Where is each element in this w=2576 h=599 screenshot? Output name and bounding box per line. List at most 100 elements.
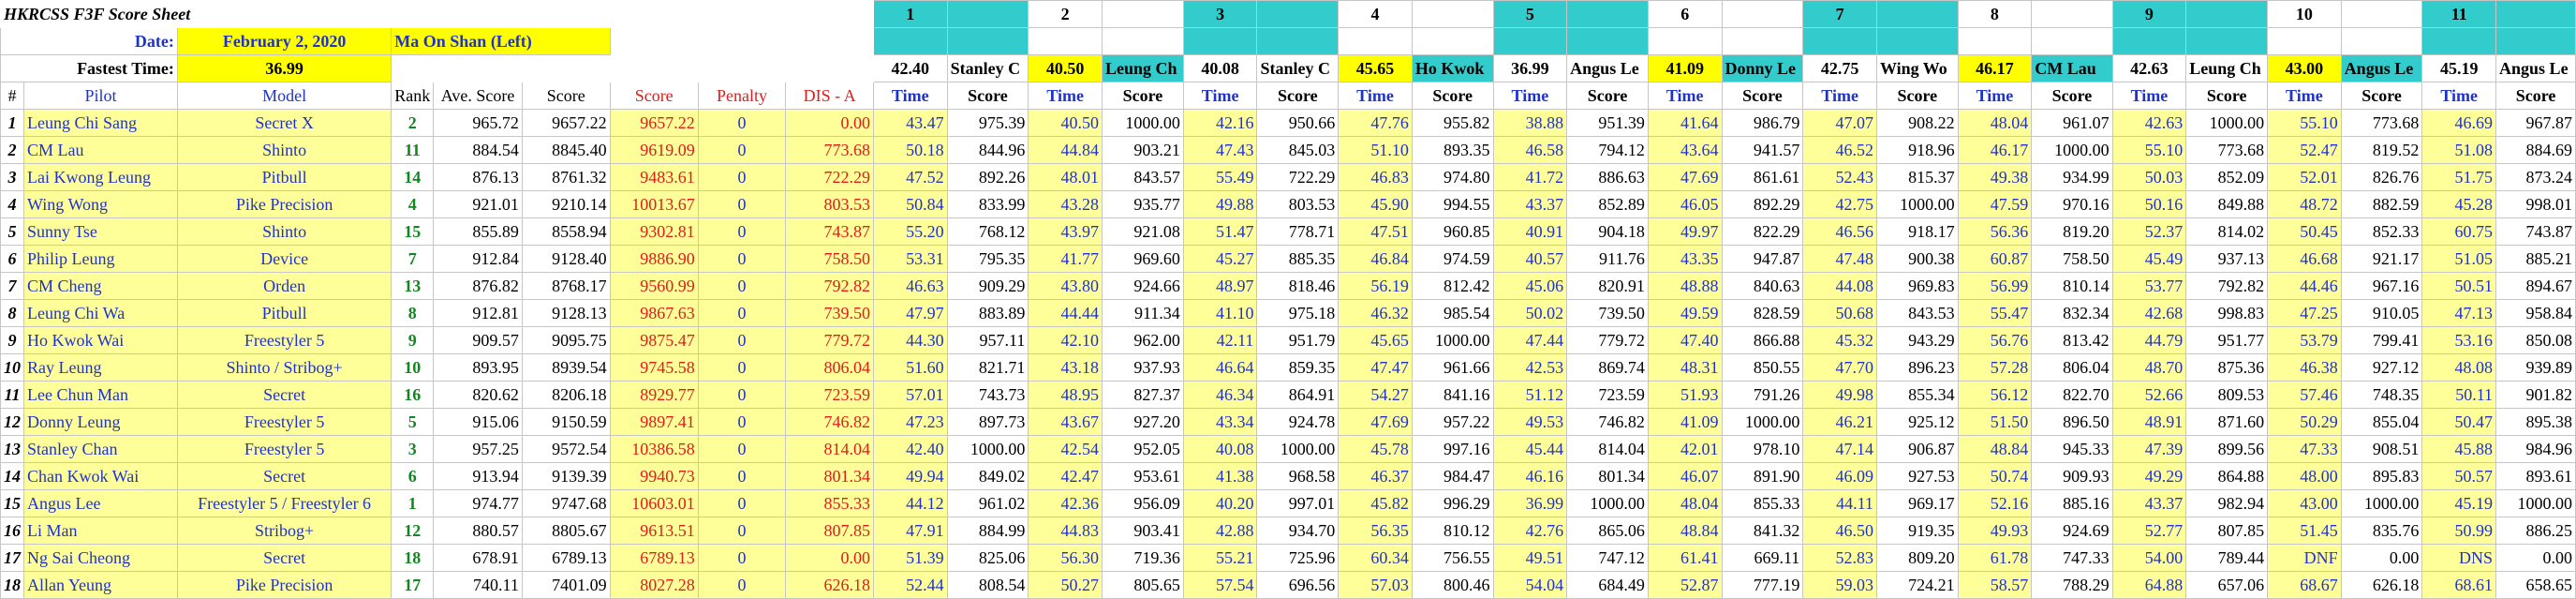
pilot-score: 9210.14: [521, 190, 611, 218]
round-score: 941.57: [1721, 136, 1804, 164]
round-score: 875.36: [2185, 353, 2269, 382]
round-score: 809.53: [2185, 381, 2269, 409]
round-time: 45.28: [2421, 190, 2497, 218]
pilot-penalty: 0: [697, 190, 787, 218]
round-time: 44.79: [2111, 326, 2187, 354]
round-score: 997.01: [1256, 489, 1340, 517]
blank-cell: [609, 27, 874, 55]
round-time: 46.09: [1802, 462, 1877, 490]
round-score: 1000.00: [1101, 109, 1184, 137]
round-score: 865.06: [1566, 517, 1649, 545]
round-score: 852.33: [2340, 217, 2423, 246]
pilot-rank: 13: [391, 272, 435, 300]
round-time: 42.40: [872, 435, 948, 463]
round-score: 852.89: [1566, 190, 1649, 218]
round-fastest-pilot: Angus Le: [2340, 54, 2423, 82]
round-time: 48.84: [1647, 517, 1723, 545]
round-score: 953.61: [1101, 462, 1184, 490]
round-time: 51.50: [1957, 408, 2033, 436]
round-time: 48.01: [1028, 163, 1103, 191]
round-time: 53.79: [2267, 326, 2342, 354]
table-row: 7 CM Cheng Orden 13 876.82 8768.17 9560.99 0 792…: [0, 272, 2576, 300]
round-time: 46.58: [1492, 136, 1568, 164]
pilot-number: 13: [0, 435, 24, 463]
round-score: 984.47: [1411, 462, 1494, 490]
pilot-penalty: 0: [697, 245, 787, 273]
pilot-name: Ray Leung: [23, 353, 178, 382]
header-round-score: Score: [946, 82, 1029, 110]
round-fastest-time: 42.40: [872, 54, 948, 82]
round-score: 974.59: [1411, 245, 1494, 273]
round-fastest-pilot: Stanley C: [946, 54, 1029, 82]
round-score: 911.76: [1566, 245, 1649, 273]
round-score: 795.35: [946, 245, 1029, 273]
round-time: 40.08: [1182, 435, 1258, 463]
round-time: 50.11: [2421, 381, 2497, 409]
round-score: 937.93: [1101, 353, 1184, 382]
table-row: 12 Donny Leung Freestyler 5 5 915.06 9150.59 9…: [0, 408, 2576, 436]
round-fastest-time: 45.65: [1338, 54, 1413, 82]
round-fastest-time: 42.75: [1802, 54, 1877, 82]
pilot-penalty: 0: [697, 381, 787, 409]
round-score: 909.93: [2031, 462, 2113, 490]
pilot-dis-a: 0.00: [785, 544, 874, 572]
round-score: 908.22: [1875, 109, 1959, 137]
pilot-ave-score: 740.11: [433, 571, 523, 599]
pilot-dis-a: 803.53: [785, 190, 874, 218]
date-label: Date:: [0, 27, 178, 55]
round-score: 885.16: [2031, 489, 2113, 517]
pilot-penalty: 0: [697, 489, 787, 517]
round-time: 48.88: [1647, 272, 1723, 300]
round-score: 658.65: [2495, 571, 2576, 599]
pilot-dis-a: 758.50: [785, 245, 874, 273]
round-time: 60.75: [2421, 217, 2497, 246]
table-row: 18 Allan Yeung Pike Precision 17 740.11 7401.…: [0, 571, 2576, 599]
round-time: 46.63: [872, 272, 948, 300]
round-time: 49.38: [1957, 163, 2033, 191]
round-score: 901.82: [2495, 381, 2576, 409]
round-score: 1000.00: [1566, 489, 1649, 517]
round-score: 791.26: [1721, 381, 1804, 409]
round-time: 46.84: [1338, 245, 1413, 273]
round-time: 48.91: [2111, 408, 2187, 436]
round-score: 788.29: [2031, 571, 2113, 599]
round-time: 38.88: [1492, 109, 1568, 137]
round-score: 869.74: [1566, 353, 1649, 382]
round-score: 773.68: [2185, 136, 2269, 164]
round-time: 51.47: [1182, 217, 1258, 246]
round-score: 719.36: [1101, 544, 1184, 572]
round-score: 891.90: [1721, 462, 1804, 490]
pilot-dis-a: 814.04: [785, 435, 874, 463]
round-time: 44.83: [1028, 517, 1103, 545]
round-blank-cell: [1647, 27, 1723, 55]
round-score: 722.29: [1256, 163, 1340, 191]
pilot-model: Freestyler 5: [176, 408, 392, 436]
round-time: DNS: [2421, 544, 2497, 572]
round-blank-cell: [1957, 27, 2033, 55]
pilot-penalty: 0: [697, 217, 787, 246]
round-time: 43.37: [1492, 190, 1568, 218]
header-time: Time: [872, 82, 948, 110]
round-score: 850.08: [2495, 326, 2576, 354]
table-row: 6 Philip Leung Device 7 912.84 9128.40 9886.90…: [0, 245, 2576, 273]
round-time: 44.84: [1028, 136, 1103, 164]
round-time: 43.28: [1028, 190, 1103, 218]
round-time: 46.38: [2267, 353, 2342, 382]
round-score: 911.34: [1101, 299, 1184, 327]
round-time: 42.63: [2111, 109, 2187, 137]
round-score: 883.89: [946, 299, 1029, 327]
round-time: 41.77: [1028, 245, 1103, 273]
round-score: 0.00: [2340, 544, 2423, 572]
round-score: 886.25: [2495, 517, 2576, 545]
pilot-ave-score: 820.62: [433, 381, 523, 409]
round-score: 994.55: [1411, 190, 1494, 218]
round-time: 47.70: [1802, 353, 1877, 382]
round-time: 47.43: [1182, 136, 1258, 164]
round-fastest-pilot: Stanley C: [1256, 54, 1340, 82]
pilot-number: 4: [0, 190, 24, 218]
round-score: 986.79: [1721, 109, 1804, 137]
pilot-penalty: 0: [697, 136, 787, 164]
round-time: 64.88: [2111, 571, 2187, 599]
pilot-dis-a: 807.85: [785, 517, 874, 545]
round-score: 841.32: [1721, 517, 1804, 545]
